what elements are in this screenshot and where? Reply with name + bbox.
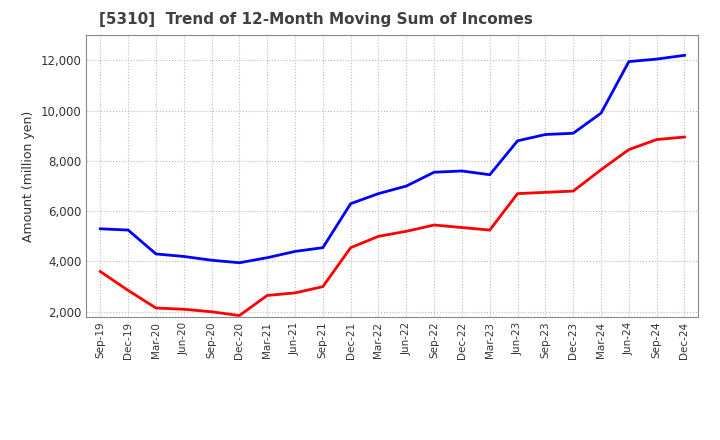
Ordinary Income <box>235 260 243 265</box>
Ordinary Income <box>485 172 494 177</box>
Ordinary Income <box>458 169 467 174</box>
Ordinary Income <box>152 251 161 257</box>
Net Income <box>569 188 577 194</box>
Net Income <box>597 167 606 172</box>
Net Income <box>513 191 522 196</box>
Net Income <box>485 227 494 233</box>
Ordinary Income <box>513 138 522 143</box>
Ordinary Income <box>569 131 577 136</box>
Net Income <box>291 290 300 296</box>
Ordinary Income <box>402 183 410 189</box>
Ordinary Income <box>179 254 188 259</box>
Line: Ordinary Income: Ordinary Income <box>100 55 685 263</box>
Net Income <box>179 307 188 312</box>
Net Income <box>458 225 467 230</box>
Net Income <box>96 269 104 274</box>
Net Income <box>318 284 327 289</box>
Ordinary Income <box>624 59 633 64</box>
Line: Net Income: Net Income <box>100 137 685 315</box>
Net Income <box>207 309 216 315</box>
Ordinary Income <box>96 226 104 231</box>
Net Income <box>346 245 355 250</box>
Ordinary Income <box>291 249 300 254</box>
Net Income <box>541 190 550 195</box>
Ordinary Income <box>318 245 327 250</box>
Text: [5310]  Trend of 12-Month Moving Sum of Incomes: [5310] Trend of 12-Month Moving Sum of I… <box>99 12 533 27</box>
Ordinary Income <box>541 132 550 137</box>
Ordinary Income <box>207 257 216 263</box>
Ordinary Income <box>430 169 438 175</box>
Net Income <box>402 229 410 234</box>
Ordinary Income <box>263 255 271 260</box>
Net Income <box>680 134 689 139</box>
Ordinary Income <box>374 191 383 196</box>
Net Income <box>124 288 132 293</box>
Ordinary Income <box>124 227 132 233</box>
Net Income <box>624 147 633 152</box>
Ordinary Income <box>652 56 661 62</box>
Ordinary Income <box>597 110 606 116</box>
Ordinary Income <box>680 53 689 58</box>
Y-axis label: Amount (million yen): Amount (million yen) <box>22 110 35 242</box>
Net Income <box>152 305 161 311</box>
Net Income <box>374 234 383 239</box>
Net Income <box>430 222 438 227</box>
Net Income <box>652 137 661 142</box>
Ordinary Income <box>346 201 355 206</box>
Net Income <box>235 313 243 318</box>
Net Income <box>263 293 271 298</box>
